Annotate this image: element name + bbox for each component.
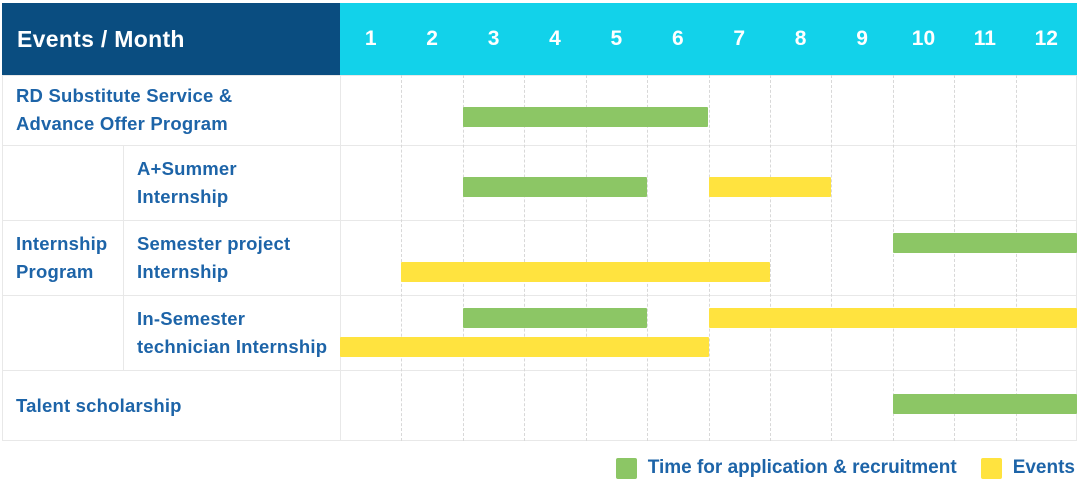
row-label-line: Talent scholarship (16, 394, 182, 416)
row-label-line: Internship (137, 260, 229, 282)
legend-item-application: Time for application & recruitment (615, 457, 957, 479)
month-gridline (585, 75, 587, 441)
row-label: A+Summer Internship (137, 145, 340, 220)
label-chart-divider (340, 75, 341, 441)
month-gridline (831, 75, 833, 441)
group-label-line: Program (16, 260, 94, 282)
row-separator (2, 370, 1077, 371)
row-label: Talent scholarship (16, 370, 340, 441)
month-label: 8 (794, 27, 807, 50)
month-label: 7 (733, 27, 746, 50)
gantt-bar-event (340, 337, 709, 357)
month-label: 10 (911, 27, 936, 50)
gantt-bar-application (462, 308, 648, 328)
month-label: 2 (426, 27, 438, 50)
month-label: 3 (487, 27, 500, 50)
legend: Time for application & recruitment Event… (615, 457, 1075, 479)
row-separator (2, 295, 1077, 296)
row-label-line: RD Substitute Service & (16, 85, 233, 106)
row-separator (2, 220, 1077, 221)
row-label-line: Internship (137, 185, 229, 207)
corner-label: Events / Month (17, 25, 185, 52)
month-label: 6 (671, 27, 684, 50)
month-gridline (708, 75, 710, 441)
month-label: 1 (364, 27, 377, 50)
row-separator (2, 145, 1077, 146)
row-label-line: In-Semester (137, 307, 246, 329)
month-label: 4 (549, 27, 561, 50)
row-label: Semester project Internship (137, 220, 340, 295)
gantt-bar-application (892, 233, 1077, 253)
gantt-bar-event (708, 177, 832, 197)
row-label-line: technician Internship (137, 335, 328, 357)
legend-swatch-yellow (980, 457, 1002, 479)
row-label: RD Substitute Service & Advance Offer Pro… (16, 75, 340, 145)
group-sublabel-divider (123, 145, 124, 370)
row-label: In-Semester technician Internship (137, 295, 340, 370)
gantt-bar-event (708, 308, 1077, 328)
month-header: 1 2 3 4 5 6 7 8 9 10 11 12 (340, 3, 1077, 75)
gantt-bar-application (892, 394, 1077, 414)
row-label-line: A+Summer (137, 157, 237, 179)
gantt-bar-application (462, 177, 648, 197)
month-gridline (1015, 75, 1017, 441)
gantt-bar-application (462, 107, 709, 127)
month-gridline (769, 75, 771, 441)
month-label: 11 (973, 27, 996, 50)
month-gridline (462, 75, 464, 441)
month-gridline (892, 75, 894, 441)
month-gridline (647, 75, 649, 441)
legend-item-event: Events (980, 457, 1075, 479)
gantt-bar-event (401, 262, 770, 282)
group-label: Internship Program (16, 145, 123, 370)
month-label: 12 (1034, 27, 1058, 50)
month-gridline (524, 75, 526, 441)
legend-label-application: Time for application & recruitment (647, 457, 957, 478)
month-label: 5 (610, 27, 623, 50)
month-gridline (401, 75, 403, 441)
group-label-line: Internship (16, 232, 108, 254)
corner-cell: Events / Month (2, 3, 340, 75)
table-frame (2, 75, 1077, 441)
row-label-line: Semester project (137, 232, 291, 254)
legend-label-event: Events (1012, 457, 1075, 478)
month-label: 9 (856, 27, 868, 50)
row-label-line: Advance Offer Program (16, 113, 228, 134)
month-gridline (954, 75, 956, 441)
legend-swatch-green (615, 457, 637, 479)
